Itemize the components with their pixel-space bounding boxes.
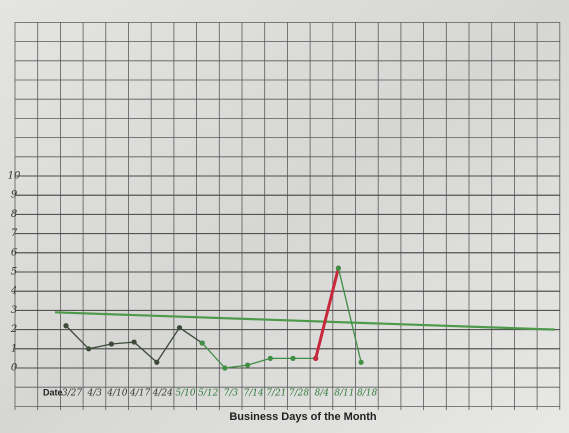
y-tick-label: 9	[11, 190, 18, 201]
x-tick-label: 7/21	[266, 389, 286, 399]
data-point	[245, 362, 251, 368]
y-tick-label: 3	[11, 305, 17, 316]
data-point	[335, 265, 341, 271]
data-point	[358, 359, 364, 365]
series-line	[314, 267, 340, 359]
y-tick-label: 2	[10, 324, 17, 335]
x-tick-label: 4/10	[106, 389, 127, 399]
data-point	[131, 339, 137, 345]
data-point	[154, 359, 160, 365]
y-tick-label: 0	[11, 363, 18, 374]
x-tick-label: 4/3	[86, 389, 102, 399]
y-tick-label: 4	[10, 286, 17, 297]
y-tick-label: 5	[11, 267, 17, 278]
x-tick-label: 8/4	[314, 389, 329, 399]
x-tick-label: 4/24	[152, 389, 173, 399]
data-point	[290, 355, 296, 361]
x-tick-label: 8/18	[357, 389, 377, 399]
x-tick-label: 8/11	[334, 389, 354, 399]
data-point	[222, 365, 228, 371]
reference-line	[54, 311, 556, 331]
data-point	[108, 341, 114, 347]
x-tick-label: 7/3	[224, 389, 239, 399]
x-tick-label: 5/10	[175, 389, 195, 399]
x-tick-label: 5/12	[198, 389, 218, 399]
data-point	[267, 355, 273, 361]
data-point	[199, 340, 205, 346]
date-label: Date	[43, 387, 63, 397]
y-tick-label: 6	[11, 247, 18, 258]
y-tick-label: 1	[11, 343, 17, 354]
data-point	[86, 346, 92, 352]
x-tick-label: 7/28	[289, 389, 309, 399]
data-point	[63, 323, 69, 329]
x-axis-title: Business Days of the Month	[229, 411, 377, 423]
data-point	[313, 355, 319, 361]
y-tick-label: 10	[8, 171, 21, 182]
y-tick-label: 7	[11, 228, 18, 239]
data-point	[176, 325, 183, 331]
x-tick-label: 7/14	[243, 389, 263, 399]
x-tick-label: 3/27	[62, 389, 82, 399]
x-tick-label: 4/17	[129, 389, 150, 399]
series-line	[201, 342, 316, 369]
y-tick-label: 8	[11, 209, 17, 220]
series-line	[337, 268, 362, 363]
